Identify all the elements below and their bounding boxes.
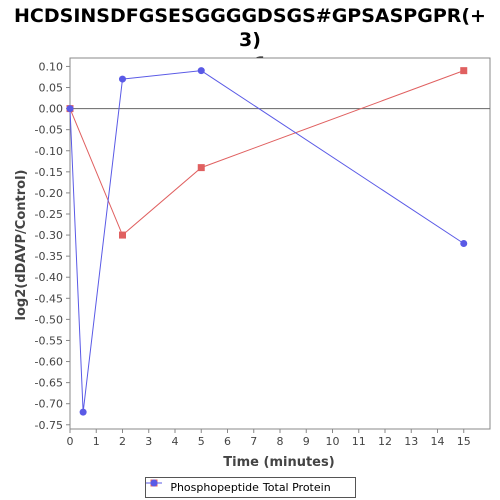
- total-protein-point: [197, 67, 205, 75]
- y-tick-label: 0.00: [39, 103, 64, 116]
- y-tick-label: -0.50: [35, 313, 63, 326]
- phosphopeptide-point: [119, 231, 126, 239]
- axes: 0.10 0.05 0.00 -0.05 -0.10 -0.15 -0.20 -0.25 -0.…: [35, 57, 491, 448]
- legend-label-total-protein: Total Protein: [262, 481, 331, 494]
- legend-label-phosphopeptide: Phosphopeptide: [170, 481, 259, 494]
- x-tick-label: 3: [145, 435, 152, 448]
- x-tick-label: 12: [378, 435, 392, 448]
- phosphopeptide-line: [69, 70, 464, 236]
- phosphopeptide-point: [460, 67, 468, 75]
- x-tick-label: 15: [457, 435, 471, 448]
- total-protein-point: [79, 408, 87, 416]
- x-tick-label: 9: [303, 435, 310, 448]
- x-tick-label: 1: [93, 435, 100, 448]
- x-tick-label: 13: [404, 435, 418, 448]
- y-tick-label: -0.30: [35, 229, 63, 242]
- y-tick-label: 0.05: [39, 82, 64, 95]
- total-protein-point: [119, 75, 126, 83]
- y-tick-label: -0.70: [35, 398, 63, 411]
- y-tick-label: -0.25: [35, 208, 63, 221]
- x-axis-label: Time (minutes): [223, 455, 334, 470]
- x-tick-label: 14: [431, 435, 445, 448]
- total-protein-point: [66, 105, 74, 113]
- legend-swatch-total-protein: [146, 479, 162, 487]
- y-tick-label: -0.15: [35, 166, 63, 179]
- y-tick-label: 0.10: [39, 60, 64, 73]
- chart-title-line1: HCDSINSDFGSESGGGGDSGS#GPSASPGPR(+ 3): [14, 5, 486, 51]
- y-tick-label: -0.55: [35, 334, 63, 347]
- legend: Phosphopeptide Total Protein: [145, 477, 356, 498]
- legend-item-phosphopeptide: Phosphopeptide: [146, 479, 259, 494]
- total-protein-point: [460, 240, 468, 247]
- y-tick-label: -0.45: [35, 292, 63, 305]
- y-tick-label: -0.35: [35, 250, 63, 263]
- y-tick-label: -0.20: [35, 187, 63, 200]
- y-tick-label: -0.75: [35, 419, 63, 432]
- y-tick-label: -0.05: [35, 124, 63, 137]
- x-tick-label: 4: [172, 435, 179, 448]
- phosphopeptide-point: [197, 164, 205, 172]
- x-tick-label: 11: [352, 435, 366, 448]
- x-tick-label: 5: [198, 435, 205, 448]
- series-layer: [66, 67, 468, 416]
- x-tick-label: 6: [224, 435, 231, 448]
- y-tick-label: -0.10: [35, 145, 63, 158]
- x-tick-label: 10: [326, 435, 340, 448]
- x-tick-label: 2: [119, 435, 126, 448]
- x-tick-label: 0: [67, 435, 74, 448]
- y-axis-label: log2(dDAVP/Control): [14, 170, 29, 321]
- x-tick-label: 8: [277, 435, 284, 448]
- x-tick-label: 7: [250, 435, 257, 448]
- y-tick-label: -0.65: [35, 377, 63, 390]
- y-tick-label: -0.60: [35, 356, 63, 369]
- y-tick-label: -0.40: [35, 271, 63, 284]
- legend-item-total-protein: Total Protein: [146, 479, 331, 494]
- plot-area: [69, 57, 491, 430]
